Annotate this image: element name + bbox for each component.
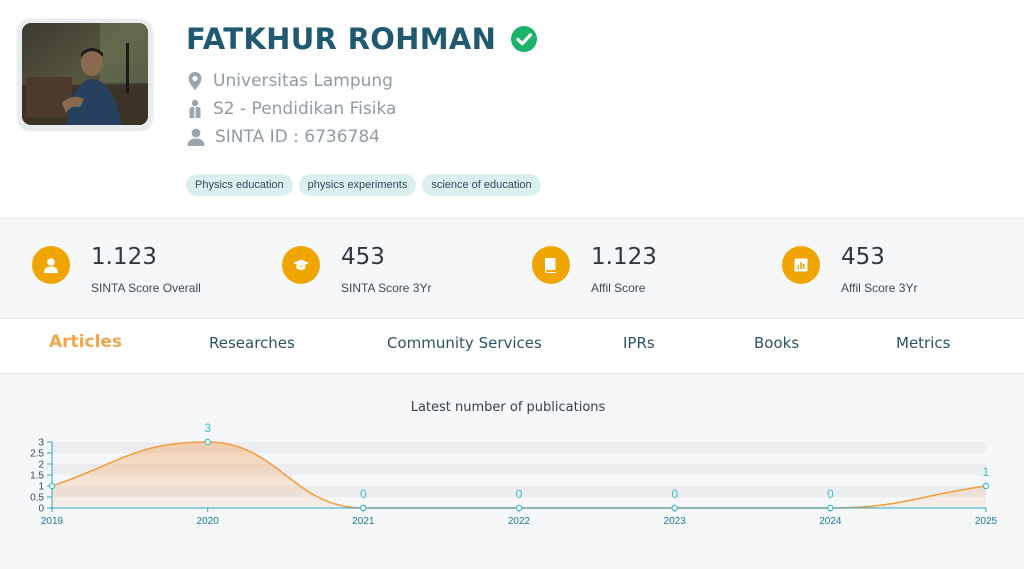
- tab-community-services[interactable]: Community Services: [387, 334, 542, 352]
- chart-point[interactable]: [360, 504, 367, 512]
- person-icon: [189, 99, 201, 118]
- tag-science-of-education[interactable]: science of education: [422, 174, 541, 196]
- chart-y-tick-label: 1: [38, 482, 44, 493]
- chart-grid-band: [52, 464, 986, 475]
- bar-chart-icon: [782, 246, 820, 284]
- chart-series-area: [52, 442, 986, 508]
- chart-data-label: 0: [360, 487, 367, 501]
- name-row: FATKHUR ROHMAN: [186, 20, 538, 58]
- chart-y-ticks: 00.511.522.53: [30, 438, 52, 515]
- chart-title: Latest number of publications: [411, 400, 606, 415]
- tag-physics-experiments[interactable]: physics experiments: [298, 174, 417, 196]
- chart-data-label: 0: [516, 487, 523, 501]
- chart-point[interactable]: [671, 504, 678, 512]
- chart-x-tick-label: 2020: [197, 516, 220, 527]
- chart-y-tick-label: 3: [38, 438, 44, 449]
- chart-point[interactable]: [204, 438, 211, 446]
- chart-x-tick-label: 2022: [508, 516, 531, 527]
- sinta-id-row: SINTA ID : 6736784: [186, 125, 380, 149]
- score-value: 1.123: [591, 244, 657, 270]
- chart-grid-bands: [52, 442, 986, 497]
- score-label: Affil Score 3Yr: [841, 281, 918, 295]
- publications-chart: Latest number of publications 0 0.5 1 1.5 2 2…: [0, 374, 1024, 569]
- research-tags: Physics education physics experiments sc…: [186, 174, 541, 196]
- score-summary: 1.123 SINTA Score Overall 453 SINTA Scor…: [0, 219, 1024, 319]
- book-icon: [532, 246, 570, 284]
- tab-books[interactable]: Books: [754, 334, 800, 352]
- publications-chart-svg: Latest number of publications 00.511.522…: [30, 400, 998, 527]
- tab-researches[interactable]: Researches: [209, 334, 295, 352]
- graduation-cap-icon: [282, 246, 320, 284]
- chart-grid-band: [52, 442, 986, 453]
- chart-data-label: 3: [204, 421, 211, 435]
- chart-data-labels: 3 0 0 0 0 1: [204, 421, 989, 501]
- score-value: 453: [341, 244, 385, 270]
- sinta-id-text: SINTA ID : 6736784: [215, 127, 380, 147]
- chart-point[interactable]: [982, 482, 990, 490]
- score-label: SINTA Score Overall: [91, 281, 201, 295]
- chart-y-tick-label: 1.5: [30, 471, 44, 482]
- chart-data-label: 0: [827, 487, 834, 501]
- tag-physics-education[interactable]: Physics education: [186, 174, 293, 196]
- chart-x-tick-label: 2021: [352, 516, 375, 527]
- user-icon: [187, 128, 205, 146]
- avatar[interactable]: [22, 23, 148, 125]
- chart-x-ticks: 2019 2020 2021 2022 2023 2024 2025: [41, 508, 998, 527]
- program-text: S2 - Pendidikan Fisika: [213, 99, 397, 119]
- user-icon: [32, 246, 70, 284]
- chart-y-tick-label: 0: [38, 504, 44, 515]
- avatar-frame: [18, 19, 152, 129]
- score-label: Affil Score: [591, 281, 646, 295]
- chart-y-tick-label: 2.5: [30, 449, 44, 460]
- affiliation-link[interactable]: Universitas Lampung: [213, 71, 393, 91]
- affiliation-row: Universitas Lampung: [186, 69, 393, 93]
- chart-points: [48, 438, 990, 512]
- author-name: FATKHUR ROHMAN: [186, 22, 497, 56]
- program-row: S2 - Pendidikan Fisika: [186, 97, 396, 121]
- verified-check-icon: [511, 26, 538, 52]
- score-label: SINTA Score 3Yr: [341, 281, 432, 295]
- chart-x-tick-label: 2019: [41, 516, 64, 527]
- chart-y-tick-label: 2: [38, 460, 44, 471]
- profile-tabs: Articles Researches Community Services I…: [0, 319, 1024, 374]
- map-pin-icon: [188, 72, 202, 90]
- tab-iprs[interactable]: IPRs: [623, 334, 655, 352]
- chart-point[interactable]: [48, 482, 56, 490]
- profile-header: FATKHUR ROHMAN Universitas Lampung S2 - …: [0, 0, 1024, 219]
- chart-data-label: 0: [671, 487, 678, 501]
- chart-point[interactable]: [515, 504, 523, 512]
- chart-grid-band: [52, 486, 986, 497]
- chart-y-tick-label: 0.5: [30, 493, 44, 504]
- score-value: 1.123: [91, 244, 157, 270]
- chart-data-label: 1: [983, 465, 990, 479]
- chart-point[interactable]: [827, 504, 834, 512]
- chart-x-tick-label: 2024: [819, 516, 842, 527]
- chart-x-tick-label: 2025: [975, 516, 998, 527]
- tab-metrics[interactable]: Metrics: [896, 334, 951, 352]
- tab-articles[interactable]: Articles: [49, 332, 123, 352]
- chart-x-tick-label: 2023: [664, 516, 687, 527]
- score-value: 453: [841, 244, 885, 270]
